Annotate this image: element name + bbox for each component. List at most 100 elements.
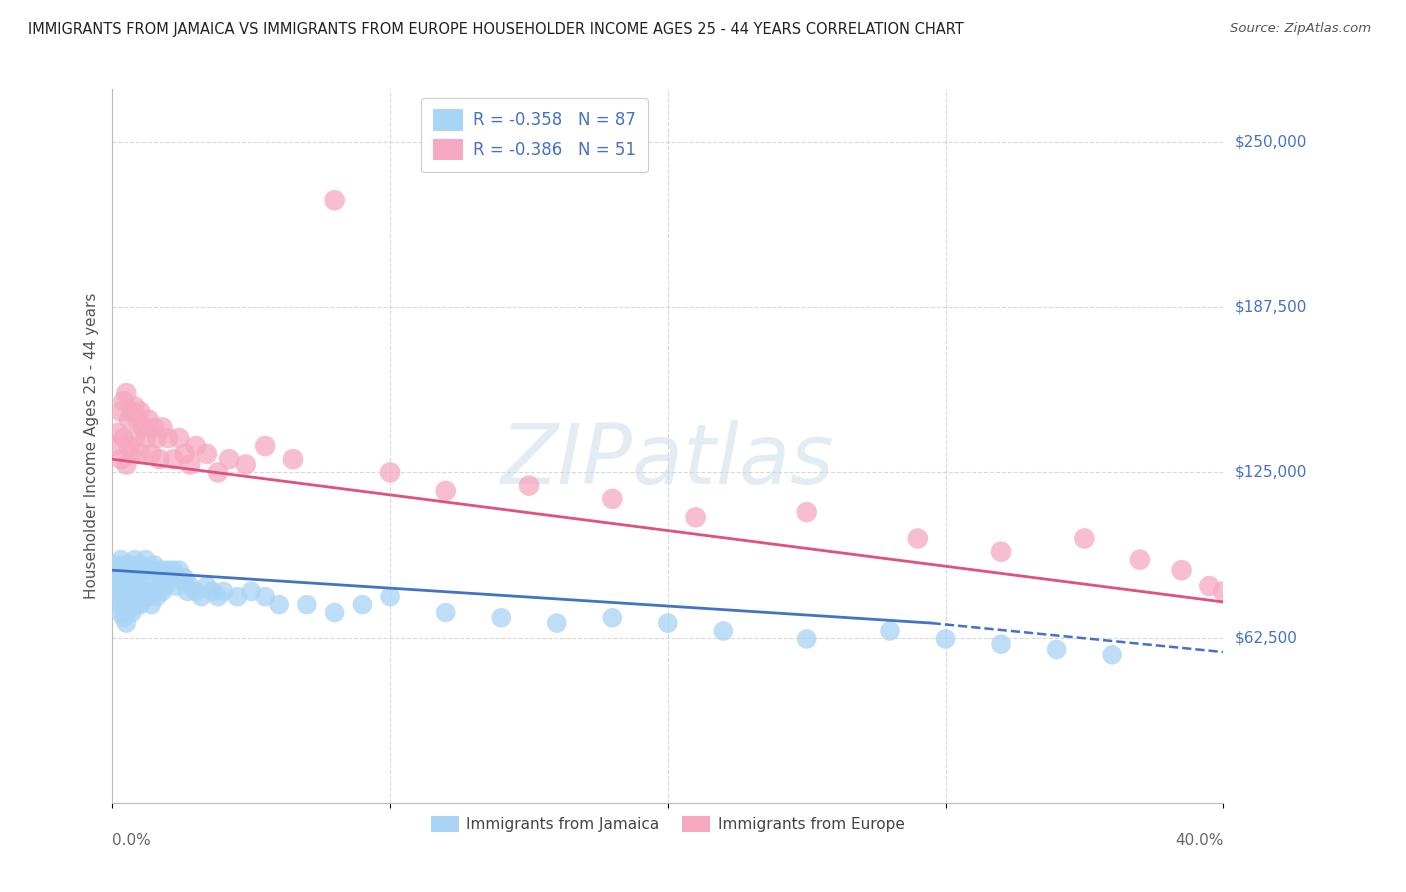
Point	[602, 611, 624, 625]
Point	[115, 458, 138, 472]
Text: ZIPatlas: ZIPatlas	[501, 420, 835, 500]
Point	[167, 431, 190, 445]
Text: $187,500: $187,500	[1234, 300, 1306, 315]
Point	[124, 552, 146, 566]
Point	[879, 624, 901, 638]
Y-axis label: Householder Income Ages 25 - 44 years: Householder Income Ages 25 - 44 years	[83, 293, 98, 599]
Point	[112, 563, 135, 577]
Point	[267, 598, 291, 612]
Point	[1198, 579, 1220, 593]
Point	[602, 491, 624, 506]
Point	[155, 579, 177, 593]
Point	[127, 598, 149, 612]
Point	[657, 616, 679, 631]
Point	[138, 590, 160, 604]
Point	[110, 571, 132, 585]
Point	[118, 412, 141, 426]
Point	[112, 431, 135, 445]
Point	[107, 425, 129, 440]
Point	[124, 590, 146, 604]
Point	[115, 606, 138, 620]
Point	[110, 552, 132, 566]
Point	[118, 590, 141, 604]
Point	[121, 404, 143, 418]
Point	[380, 590, 402, 604]
Point	[184, 584, 207, 599]
Point	[179, 458, 201, 472]
Point	[170, 574, 193, 588]
Point	[138, 412, 160, 426]
Point	[195, 579, 218, 593]
Point	[179, 579, 201, 593]
Point	[207, 466, 229, 480]
Point	[352, 598, 374, 612]
Text: $62,500: $62,500	[1234, 630, 1298, 645]
Text: $250,000: $250,000	[1234, 135, 1306, 150]
Point	[107, 563, 129, 577]
Point	[129, 404, 152, 418]
Point	[207, 590, 229, 604]
Point	[149, 452, 172, 467]
Point	[121, 606, 143, 620]
Point	[127, 579, 149, 593]
Point	[124, 431, 146, 445]
Point	[132, 420, 155, 434]
Point	[195, 447, 218, 461]
Point	[546, 616, 568, 631]
Point	[990, 545, 1012, 559]
Point	[907, 532, 929, 546]
Point	[176, 584, 198, 599]
Point	[104, 558, 127, 572]
Point	[135, 584, 157, 599]
Point	[129, 576, 152, 591]
Point	[124, 400, 146, 414]
Point	[127, 412, 149, 426]
Point	[107, 598, 129, 612]
Point	[167, 563, 190, 577]
Point	[1101, 648, 1123, 662]
Point	[1129, 552, 1152, 566]
Point	[162, 452, 184, 467]
Point	[201, 584, 224, 599]
Point	[129, 558, 152, 572]
Point	[112, 611, 135, 625]
Point	[115, 590, 138, 604]
Text: IMMIGRANTS FROM JAMAICA VS IMMIGRANTS FROM EUROPE HOUSEHOLDER INCOME AGES 25 - 4: IMMIGRANTS FROM JAMAICA VS IMMIGRANTS FR…	[28, 22, 965, 37]
Point	[380, 466, 402, 480]
Point	[254, 590, 277, 604]
Point	[124, 574, 146, 588]
Point	[115, 616, 138, 631]
Point	[129, 598, 152, 612]
Point	[146, 563, 169, 577]
Point	[146, 431, 169, 445]
Point	[141, 447, 163, 461]
Point	[135, 431, 157, 445]
Point	[118, 574, 141, 588]
Point	[990, 637, 1012, 651]
Point	[434, 483, 457, 498]
Point	[157, 563, 180, 577]
Point	[1045, 642, 1069, 657]
Point	[115, 576, 138, 591]
Point	[143, 420, 166, 434]
Point	[157, 431, 180, 445]
Point	[517, 478, 540, 492]
Point	[110, 404, 132, 418]
Point	[110, 606, 132, 620]
Text: 40.0%: 40.0%	[1175, 833, 1223, 848]
Point	[1212, 584, 1234, 599]
Text: $125,000: $125,000	[1234, 465, 1306, 480]
Point	[295, 598, 318, 612]
Point	[104, 439, 127, 453]
Point	[149, 571, 172, 585]
Point	[115, 563, 138, 577]
Point	[173, 571, 195, 585]
Point	[254, 439, 277, 453]
Point	[110, 590, 132, 604]
Point	[107, 579, 129, 593]
Point	[112, 394, 135, 409]
Point	[212, 584, 235, 599]
Point	[218, 452, 240, 467]
Point	[190, 590, 212, 604]
Point	[132, 584, 155, 599]
